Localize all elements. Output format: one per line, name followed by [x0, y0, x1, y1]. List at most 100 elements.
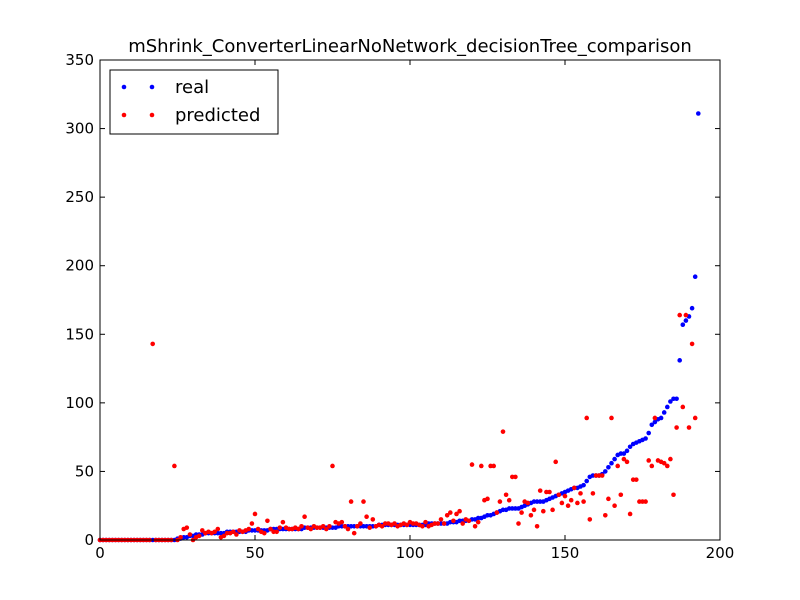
data-point-predicted [330, 463, 335, 469]
data-point-predicted [494, 510, 500, 515]
data-point-real [624, 448, 630, 454]
legend-marker-real [149, 84, 155, 90]
y-tick-label: 300 [65, 120, 94, 138]
data-point-real [627, 444, 633, 450]
data-point-predicted [345, 526, 351, 532]
data-point-predicted [677, 312, 682, 318]
data-point-predicted [491, 463, 497, 469]
data-point-predicted [435, 521, 441, 526]
legend-label-predicted: predicted [175, 105, 260, 126]
data-point-predicted [265, 518, 270, 524]
data-point-predicted [339, 519, 345, 525]
x-tick-label: 150 [551, 544, 580, 562]
data-point-predicted [423, 519, 428, 525]
data-point-predicted [624, 459, 630, 465]
data-point-predicted [587, 517, 593, 522]
data-point-predicted [537, 488, 543, 493]
data-point-real [668, 399, 673, 404]
data-point-predicted [178, 534, 183, 540]
data-point-predicted [603, 513, 608, 518]
data-point-predicted [528, 513, 534, 518]
series-real [97, 111, 701, 543]
y-tick-label: 150 [65, 325, 94, 343]
x-tick-label: 200 [706, 544, 735, 562]
data-point-predicted [621, 456, 627, 462]
data-point-predicted [200, 528, 205, 533]
data-point-predicted [661, 460, 667, 466]
data-point-real [643, 436, 648, 441]
data-point-predicted [420, 523, 425, 529]
data-point-predicted [562, 493, 568, 499]
data-point-predicted [280, 519, 286, 525]
data-point-predicted [234, 532, 239, 537]
data-point-predicted [646, 458, 651, 463]
data-point-predicted [475, 519, 481, 525]
data-point-predicted [652, 415, 658, 421]
data-point-predicted [342, 523, 348, 529]
data-point-predicted [534, 523, 540, 529]
data-point-predicted [302, 514, 307, 519]
data-point-predicted [609, 415, 614, 421]
y-tick-label: 350 [65, 51, 94, 69]
data-point-predicted [212, 529, 217, 535]
data-point-real [683, 318, 689, 323]
data-point-predicted [172, 463, 177, 469]
data-point-predicted [308, 526, 314, 532]
data-point-predicted [531, 507, 537, 513]
data-point-predicted [255, 526, 261, 532]
data-point-predicted [348, 499, 354, 504]
data-point-predicted [525, 500, 531, 506]
legend-box [109, 69, 279, 135]
legend-label-real: real [175, 77, 209, 98]
data-point-predicted [485, 496, 490, 502]
data-point-predicted [680, 404, 686, 410]
data-point-predicted [553, 459, 558, 465]
data-point-real [658, 415, 664, 421]
data-point-predicted [441, 521, 447, 526]
data-point-predicted [448, 510, 453, 515]
data-point-predicted [581, 499, 586, 504]
data-point-predicted [327, 523, 332, 529]
y-tick-label: 200 [65, 257, 94, 275]
data-point-predicted [187, 532, 193, 537]
data-point-predicted [559, 500, 565, 506]
data-point-predicted [454, 511, 459, 517]
data-point-predicted [689, 341, 695, 347]
legend-marker-predicted [149, 112, 155, 118]
data-point-predicted [364, 514, 369, 519]
data-point-predicted [627, 511, 633, 517]
data-point-predicted [506, 497, 512, 503]
data-point-predicted [578, 491, 583, 496]
data-point-predicted [572, 485, 577, 491]
data-point-predicted [618, 492, 624, 498]
data-point-predicted [568, 497, 574, 503]
data-point-predicted [249, 521, 255, 526]
data-point-predicted [150, 341, 155, 347]
data-point-real [692, 274, 698, 279]
data-point-real [674, 396, 679, 402]
data-point-predicted [361, 499, 366, 504]
data-point-predicted [565, 503, 571, 509]
data-point-predicted [575, 500, 580, 506]
data-point-predicted [686, 425, 692, 430]
data-point-predicted [615, 463, 620, 469]
data-point-predicted [438, 517, 444, 522]
y-tick-label: 0 [84, 531, 94, 549]
data-point-predicted [277, 525, 283, 530]
data-point-predicted [519, 510, 524, 515]
data-point-predicted [404, 522, 410, 528]
data-point-real [649, 422, 655, 428]
x-tick-label: 0 [95, 544, 105, 562]
data-point-predicted [541, 508, 546, 514]
data-point-predicted [547, 489, 552, 495]
y-tick-label: 50 [75, 462, 94, 480]
data-point-real [584, 478, 589, 484]
data-point-predicted [692, 415, 698, 421]
data-point-predicted [665, 463, 670, 469]
data-point-predicted [472, 523, 478, 529]
data-point-predicted [643, 499, 648, 504]
data-point-predicted [252, 511, 258, 517]
x-tick-label: 50 [245, 544, 264, 562]
data-point-predicted [296, 526, 301, 532]
